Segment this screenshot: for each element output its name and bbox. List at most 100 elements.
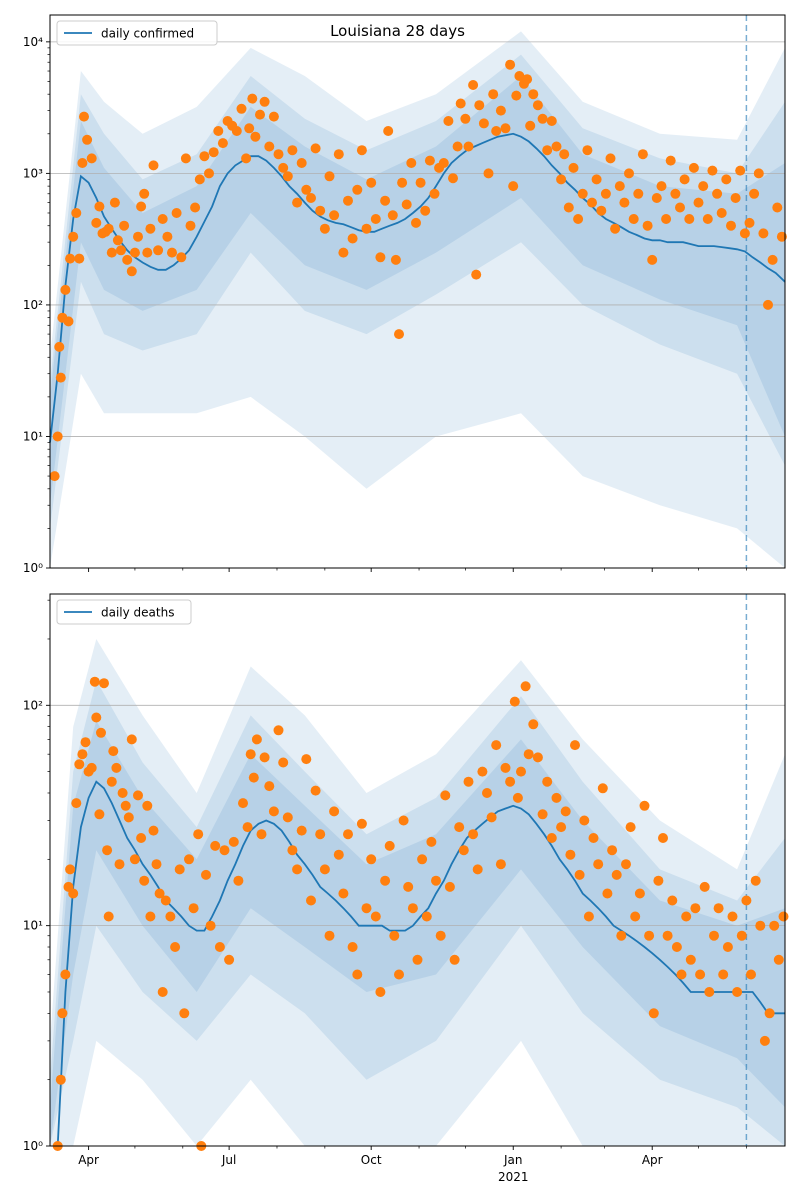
observed-point xyxy=(329,806,340,817)
observed-point xyxy=(204,168,214,179)
observed-point xyxy=(383,126,394,136)
observed-point xyxy=(190,202,201,213)
observed-point xyxy=(170,942,181,952)
observed-point xyxy=(310,785,321,796)
observed-point xyxy=(472,864,483,875)
observed-point xyxy=(431,875,441,886)
band-outer xyxy=(50,639,785,1146)
observed-point xyxy=(505,59,516,70)
observed-point xyxy=(440,790,451,801)
observed-point xyxy=(52,431,63,442)
observed-point xyxy=(208,147,219,158)
observed-point xyxy=(495,105,506,116)
observed-point xyxy=(551,141,562,152)
observed-point xyxy=(287,845,298,856)
observed-point xyxy=(264,141,275,152)
observed-point xyxy=(63,316,74,327)
observed-point xyxy=(136,833,147,843)
observed-point xyxy=(614,181,625,192)
observed-point xyxy=(605,153,616,164)
observed-point xyxy=(591,174,602,185)
observed-point xyxy=(661,214,672,224)
observed-point xyxy=(438,158,449,168)
observed-point xyxy=(633,188,644,199)
observed-point xyxy=(233,875,244,886)
observed-point xyxy=(153,245,164,256)
observed-point xyxy=(753,168,764,179)
observed-point xyxy=(91,217,102,228)
observed-point xyxy=(776,231,787,242)
observed-point xyxy=(179,1008,190,1019)
observed-point xyxy=(145,911,156,922)
confirmed-panel: 10⁰ 10¹ 10² 10³ 10⁴ daily confirmed Louisiana … xyxy=(23,14,787,575)
observed-point xyxy=(435,930,446,941)
observed-point xyxy=(463,141,474,152)
observed-point xyxy=(375,987,386,997)
observed-point xyxy=(477,766,488,777)
observed-point xyxy=(407,903,418,914)
y-tick-label: 10² xyxy=(23,698,43,712)
observed-point xyxy=(94,201,105,212)
observed-point xyxy=(333,849,344,860)
observed-point xyxy=(273,149,284,160)
deaths-panel: 10⁰ 10¹ 10² Apr Jul Oct Jan Apr 2021 daily deaths xyxy=(23,593,789,1184)
observed-point xyxy=(108,746,119,757)
observed-point xyxy=(611,869,622,880)
observed-point xyxy=(671,942,682,952)
observed-point xyxy=(57,1008,68,1019)
observed-point xyxy=(292,864,303,875)
observed-point xyxy=(546,116,557,126)
observed-point xyxy=(117,788,128,798)
observed-point xyxy=(205,920,216,931)
observed-point xyxy=(684,214,695,224)
y-tick-label: 10⁰ xyxy=(23,561,43,575)
observed-point xyxy=(380,195,391,206)
y-tick-label: 10¹ xyxy=(23,429,43,443)
observed-point xyxy=(129,247,140,258)
observed-point xyxy=(656,181,667,192)
observed-point xyxy=(651,193,662,203)
observed-point xyxy=(129,854,140,865)
observed-point xyxy=(103,911,114,922)
observed-point xyxy=(250,131,261,142)
observed-point xyxy=(77,158,88,168)
observed-point xyxy=(287,145,298,156)
observed-point xyxy=(273,725,284,736)
observed-point xyxy=(185,220,196,231)
observed-point xyxy=(676,969,687,980)
observed-point xyxy=(79,111,89,122)
observed-point xyxy=(739,228,750,239)
observed-point xyxy=(474,100,485,111)
chart-title: Louisiana 28 days xyxy=(330,22,465,40)
observed-point xyxy=(709,930,719,941)
observed-point xyxy=(639,800,650,811)
observed-point xyxy=(219,845,230,856)
observed-point xyxy=(282,171,293,182)
observed-point xyxy=(157,214,168,224)
observed-point xyxy=(551,792,562,803)
observed-point xyxy=(315,205,326,216)
observed-point xyxy=(264,781,275,792)
observed-point xyxy=(255,109,265,120)
observed-point xyxy=(713,903,724,914)
observed-point xyxy=(449,954,460,965)
observed-point xyxy=(278,757,289,768)
observed-point xyxy=(563,202,574,213)
observed-point xyxy=(630,911,641,922)
observed-point xyxy=(583,911,594,922)
observed-point xyxy=(217,138,228,149)
observed-point xyxy=(532,100,543,111)
observed-point xyxy=(282,812,293,823)
observed-point xyxy=(662,930,673,941)
model-line xyxy=(49,132,786,443)
band-inner xyxy=(50,720,785,1146)
observed-point xyxy=(148,825,159,836)
observed-point xyxy=(116,245,126,256)
observed-point xyxy=(338,247,349,258)
observed-point xyxy=(587,197,597,208)
observed-point xyxy=(426,836,437,847)
observed-point xyxy=(329,210,340,221)
observed-point xyxy=(184,854,194,865)
observed-point xyxy=(537,113,548,124)
